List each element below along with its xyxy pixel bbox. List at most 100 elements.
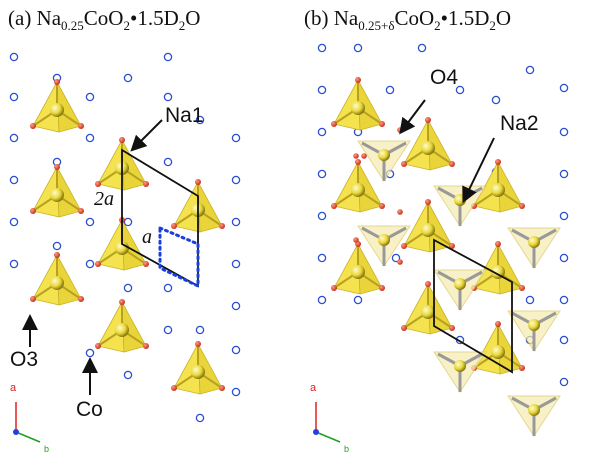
oxygen-atom xyxy=(401,243,407,249)
a-label: a xyxy=(142,226,152,248)
cobalt-atom xyxy=(195,413,205,423)
cobalt-atom xyxy=(317,211,327,221)
cobalt-atom xyxy=(559,169,569,179)
oxygen-atom xyxy=(355,159,361,165)
oxygen-atom xyxy=(331,285,337,291)
oxygen-atom xyxy=(30,208,36,214)
cobalt-atom xyxy=(9,92,19,102)
oxygen-atom xyxy=(331,203,337,209)
na-atom xyxy=(351,183,365,197)
cobalt-atom xyxy=(195,325,205,335)
axis-b-label: b xyxy=(44,444,50,454)
cobalt-atom xyxy=(559,83,569,93)
oxygen-atom xyxy=(379,203,385,209)
cobalt-atom xyxy=(231,175,241,185)
panel-a: (a) Na0.25CoO2•1.5D2O Na1 O3 Co 2a a a b xyxy=(0,0,299,455)
na-atom xyxy=(50,188,64,202)
na2-label: Na2 xyxy=(500,112,539,135)
cobalt-atom xyxy=(9,133,19,143)
na-atom xyxy=(115,323,129,337)
cobalt-atom xyxy=(491,95,501,105)
cobalt-atom xyxy=(353,43,363,53)
pointer-arrow xyxy=(462,137,495,204)
unit-cell-a-dotted xyxy=(158,226,200,289)
na2-atom xyxy=(378,149,390,161)
cobalt-atom xyxy=(85,92,95,102)
oxygen-atom xyxy=(143,343,149,349)
cobalt-atom xyxy=(163,325,173,335)
structure-b-diagram xyxy=(313,43,569,443)
na-atom xyxy=(351,265,365,279)
panel-a-title: (a) Na0.25CoO2•1.5D2O xyxy=(8,6,201,34)
na-atom xyxy=(491,183,505,197)
cobalt-atom xyxy=(317,295,327,305)
na2-atom xyxy=(454,194,466,206)
oxygen-atom xyxy=(95,181,101,187)
oxygen-atom xyxy=(195,179,201,185)
oxygen-atom xyxy=(401,325,407,331)
na2-atom xyxy=(528,319,540,331)
cobalt-atom xyxy=(231,345,241,355)
axis-b-arrow xyxy=(15,431,41,443)
cobalt-atom xyxy=(525,295,535,305)
oxygen-atom xyxy=(219,385,225,391)
oxygen-atom xyxy=(171,385,177,391)
cobalt-atom xyxy=(417,43,427,53)
oxygen-atom xyxy=(219,223,225,229)
na-atom xyxy=(421,305,435,319)
two-a-label: 2a xyxy=(94,188,114,210)
oxygen-atom xyxy=(425,199,431,205)
oxygen-atom xyxy=(30,296,36,302)
cobalt-atom xyxy=(9,217,19,227)
cobalt-atom xyxy=(391,253,401,263)
co-label: Co xyxy=(76,398,103,421)
unit-cell xyxy=(433,238,513,374)
na2-atom xyxy=(528,404,540,416)
oxygen-atom xyxy=(95,261,101,267)
na-atom xyxy=(191,365,205,379)
cobalt-atom xyxy=(231,387,241,397)
cobalt-atom xyxy=(559,295,569,305)
na1-label: Na1 xyxy=(165,104,204,127)
axis-c-dot xyxy=(13,429,19,435)
cobalt-atom xyxy=(163,92,173,102)
oxygen-atom xyxy=(30,123,36,129)
cobalt-atom xyxy=(385,85,395,95)
oxygen-atom xyxy=(54,252,60,258)
oxygen-atom xyxy=(449,325,455,331)
na-atom xyxy=(115,241,129,255)
cobalt-atom xyxy=(317,253,327,263)
axis-b-label: b xyxy=(344,444,350,454)
cobalt-atom xyxy=(559,253,569,263)
na2-atom xyxy=(454,360,466,372)
oxygen-atom xyxy=(78,123,84,129)
o4-atom xyxy=(397,209,403,215)
cobalt-atom xyxy=(353,295,363,305)
pointer-arrow xyxy=(399,99,426,135)
oxygen-atom xyxy=(54,79,60,85)
cobalt-atom xyxy=(559,335,569,345)
na2-atom xyxy=(454,278,466,290)
cobalt-atom xyxy=(52,241,62,251)
cobalt-atom xyxy=(9,259,19,269)
oxygen-atom xyxy=(331,121,337,127)
oxygen-atom xyxy=(119,299,125,305)
cobalt-atom xyxy=(231,259,241,269)
na2-atom xyxy=(528,236,540,248)
na-atom xyxy=(491,345,505,359)
cobalt-atom xyxy=(559,211,569,221)
o4-atom xyxy=(353,153,359,159)
na-atom xyxy=(50,276,64,290)
cobalt-atom xyxy=(123,283,133,293)
cobalt-atom xyxy=(163,283,173,293)
oxygen-atom xyxy=(143,181,149,187)
o3-label: O3 xyxy=(10,348,39,371)
oxygen-atom xyxy=(495,241,501,247)
axis-a-label: a xyxy=(10,382,17,394)
cobalt-atom xyxy=(317,43,327,53)
cobalt-atom xyxy=(231,217,241,227)
oxygen-atom xyxy=(401,161,407,167)
oxygen-atom xyxy=(379,285,385,291)
cobalt-atom xyxy=(123,217,133,227)
axis-b-arrow xyxy=(315,431,341,443)
